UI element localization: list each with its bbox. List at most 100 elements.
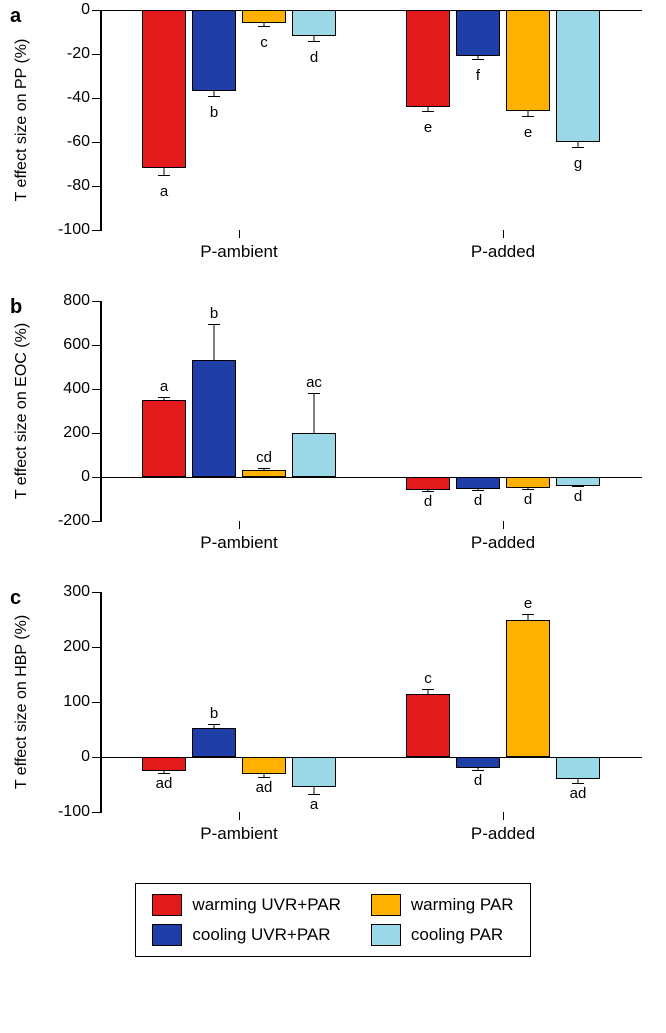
sig-label: g [558,155,598,172]
ytick-label: 200 [63,638,90,656]
ylabel-b: T effect size on EOC (%) [13,323,31,499]
x-tick [503,521,504,529]
ytick-label: 300 [63,583,90,601]
error-cap [572,147,584,148]
ytick [92,521,102,522]
bar-cooling_uvr_par [456,10,500,56]
ytick-label: -100 [58,221,90,239]
legend-swatch [371,894,401,916]
error-cap [258,468,270,469]
sig-label: d [458,772,498,789]
group-label: P-ambient [200,533,277,553]
bar-cooling_par [292,433,336,477]
ytick-label: -100 [58,803,90,821]
ytick-label: -60 [67,133,90,151]
group-label: P-added [471,824,535,844]
bar-warming_uvr_par [142,757,186,771]
ytick-label: 0 [81,468,90,486]
bar-cooling_uvr_par [192,728,236,757]
ytick [92,54,102,55]
legend-label: cooling UVR+PAR [192,925,330,945]
error-cap [572,783,584,784]
error-cap [308,794,320,795]
error-cap [522,614,534,615]
bar-cooling_par [556,10,600,142]
sig-label: b [194,305,234,322]
chart-body-c: -1000100200300adbadacdeadP-ambientP-adde… [100,592,642,813]
bar-warming_uvr_par [406,694,450,757]
x-tick [503,230,504,238]
ytick [92,10,102,11]
ytick [92,592,102,593]
error-cap [522,489,534,490]
bar-cooling_uvr_par [192,10,236,91]
x-tick [239,230,240,238]
ytick-label: -40 [67,89,90,107]
sig-label: ad [244,779,284,796]
error-cap [422,491,434,492]
legend-item-cooling_uvr_par: cooling UVR+PAR [152,924,340,946]
ytick [92,389,102,390]
sig-label: e [508,124,548,141]
plot-area-b: -2000200400600800abcdacdddd [102,301,642,522]
bar-warming_uvr_par [142,10,186,168]
error-cap [308,41,320,42]
sig-label: d [408,493,448,510]
sig-label: b [194,104,234,121]
ytick [92,812,102,813]
ytick [92,702,102,703]
bar-warming_par [506,620,550,758]
legend-swatch [152,894,182,916]
bar-cooling_uvr_par [456,477,500,489]
ytick-label: 800 [63,292,90,310]
error-cap [208,96,220,97]
bar-warming_par [242,757,286,774]
error-cap [472,770,484,771]
ytick-label: 0 [81,748,90,766]
figure: aT effect size on PP (%)-100-80-60-40-20… [10,10,656,957]
ytick [92,647,102,648]
error-cap [522,116,534,117]
ytick [92,230,102,231]
ytick [92,477,102,478]
legend-swatch [152,924,182,946]
sig-label: c [244,34,284,51]
error-cap [472,59,484,60]
bar-cooling_par [292,10,336,36]
x-tick [503,812,504,820]
error-bar [314,393,315,434]
panel-label-c: c [10,587,21,610]
sig-label: e [508,595,548,612]
error-cap [208,324,220,325]
bar-warming_par [506,477,550,488]
error-cap [158,773,170,774]
group-label: P-ambient [200,242,277,262]
ytick-label: 0 [81,1,90,19]
legend-item-warming_par: warming PAR [371,894,514,916]
error-cap [258,777,270,778]
sig-label: d [558,488,598,505]
panel-b: bT effect size on EOC (%)-20002004006008… [10,301,656,562]
panel-label-b: b [10,296,22,319]
sig-label: ad [558,785,598,802]
ytick [92,301,102,302]
bar-warming_uvr_par [142,400,186,477]
x-tick [239,521,240,529]
sig-label: a [294,796,334,813]
error-cap [308,393,320,394]
x-tick [239,812,240,820]
bar-warming_par [506,10,550,111]
sig-label: c [408,670,448,687]
sig-label: f [458,67,498,84]
bar-warming_uvr_par [406,477,450,490]
chart-body-a: -100-80-60-40-200abcdefegP-ambientP-adde… [100,10,642,231]
ytick-label: 100 [63,693,90,711]
bar-cooling_uvr_par [192,360,236,477]
legend-label: warming PAR [411,895,514,915]
sig-label: a [144,378,184,395]
bar-cooling_par [556,477,600,486]
sig-label: d [508,491,548,508]
ylabel-a: T effect size on PP (%) [13,39,31,202]
sig-label: ac [294,374,334,391]
ytick-label: -80 [67,177,90,195]
